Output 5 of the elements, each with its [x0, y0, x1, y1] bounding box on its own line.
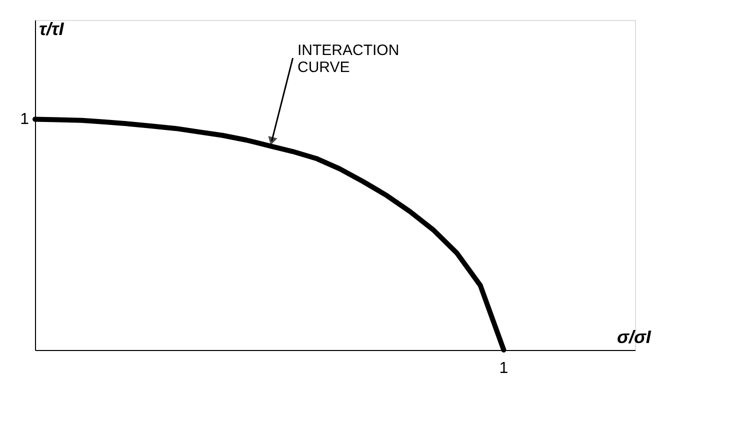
text: INTERACTION CURVE — [298, 42, 400, 76]
annotation: 1 — [20, 111, 30, 128]
text: τ/τI — [39, 19, 65, 39]
text: 1 — [499, 360, 508, 377]
text: σ/σI — [617, 327, 652, 347]
